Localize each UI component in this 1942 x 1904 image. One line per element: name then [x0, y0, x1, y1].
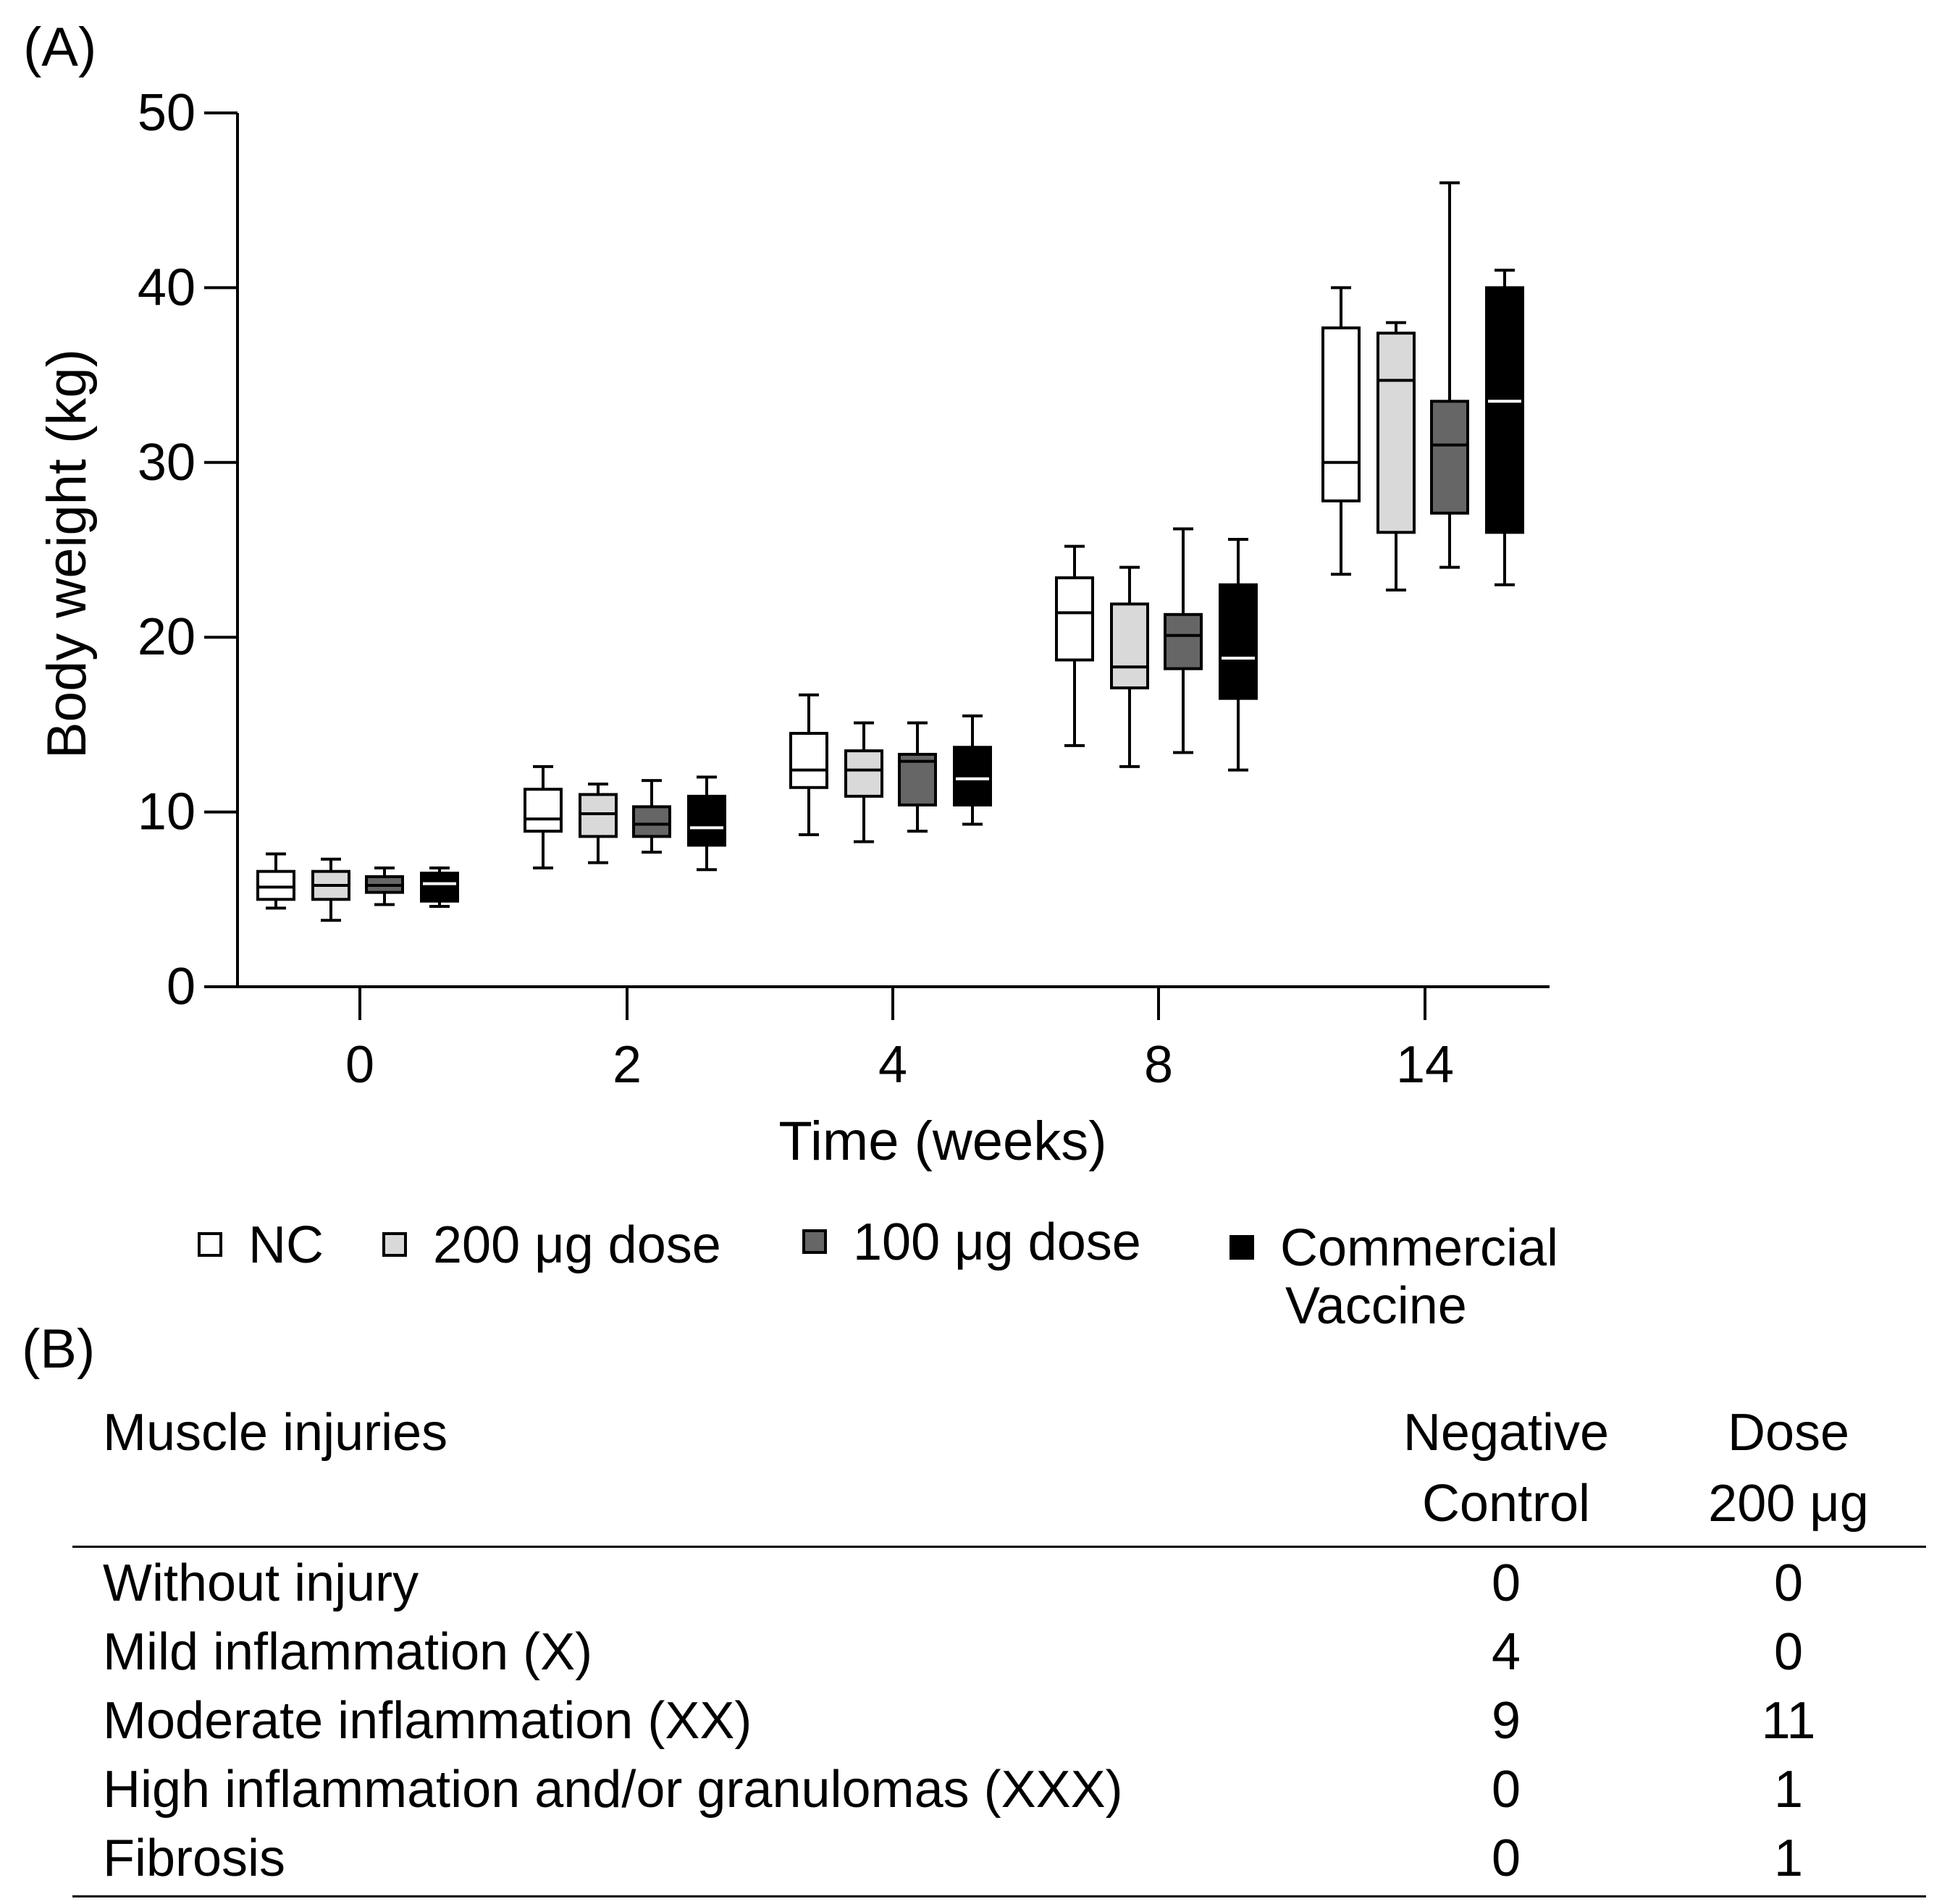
box-iqr [687, 794, 726, 847]
box-iqr [420, 872, 459, 903]
row-label: Moderate inflammation (XX) [103, 1692, 752, 1750]
legend-swatch [802, 1229, 827, 1254]
muscle-injuries-table: Muscle injuries Negative Control Dose 20… [72, 1397, 1926, 1904]
row-negative-control: 0 [1491, 1761, 1521, 1819]
row-label: High inflammation and/or granulomas (XXX… [103, 1761, 1123, 1819]
table-header-negative-control: Negative Control [1347, 1397, 1665, 1539]
row-negative-control: 4 [1491, 1623, 1521, 1681]
y-tick-label: 30 [138, 434, 196, 492]
box-plot-chart: 0 10 20 30 40 50 0 2 4 8 14 Time (weeks) Body weight… [36, 84, 1558, 1335]
box-iqr [898, 752, 937, 806]
panel-a-label: (A) [23, 17, 97, 78]
header-dose-line1: Dose [1727, 1404, 1850, 1462]
box-iqr [632, 805, 671, 838]
box-iqr [1321, 326, 1361, 502]
table-header-dose: Dose 200 μg [1665, 1397, 1912, 1539]
row-negative-control: 9 [1491, 1692, 1521, 1750]
table-header-rule [72, 1546, 1926, 1548]
legend-label-line1: Commercial [1280, 1219, 1558, 1277]
legend-label: 100 μg dose [853, 1213, 1141, 1271]
y-tick-label: 20 [138, 608, 196, 666]
box-3-1 [687, 775, 726, 872]
table-row: Fibrosis 0 1 [72, 1824, 1926, 1893]
x-tick-label: 0 [345, 1036, 374, 1094]
legend-swatch [1229, 1235, 1254, 1260]
box-0-3 [1055, 544, 1094, 747]
row-negative-control: 0 [1491, 1554, 1521, 1612]
box-2-0 [365, 866, 404, 906]
table-row: High inflammation and/or granulomas (XXX… [72, 1756, 1926, 1824]
chart-axes: 0 10 20 30 40 50 0 2 4 8 14 Time (weeks) Body weight… [36, 84, 1550, 1172]
box-iqr [1376, 332, 1416, 534]
box-1-0 [311, 857, 350, 922]
x-tick-label: 4 [878, 1036, 907, 1094]
box-3-2 [953, 714, 992, 826]
header-dose-line2: 200 μg [1708, 1475, 1869, 1533]
chart-legend: NC 200 μg dose 100 μg dose CommercialVaccin… [198, 1213, 1558, 1335]
box-iqr [1164, 612, 1203, 670]
box-iqr [953, 746, 992, 806]
box-3-4 [1485, 269, 1524, 586]
box-iqr [256, 869, 295, 901]
table-header-injury: Muscle injuries [103, 1404, 448, 1462]
panel-b-label: (B) [22, 1318, 96, 1380]
box-2-3 [1164, 527, 1203, 754]
box-1-1 [579, 782, 618, 864]
box-iqr [579, 793, 618, 838]
header-negative-line1: Negative [1403, 1404, 1610, 1462]
box-iqr [524, 788, 563, 833]
row-label: Without injury [103, 1554, 419, 1612]
row-dose: 1 [1773, 1829, 1804, 1887]
box-1-2 [844, 721, 883, 843]
box-3-3 [1219, 538, 1258, 772]
box-1-3 [1110, 565, 1149, 768]
box-0-2 [789, 693, 828, 836]
box-iqr [789, 731, 828, 789]
box-iqr [1485, 286, 1524, 534]
box-iqr [1110, 602, 1149, 690]
y-axis-title: Body weight (kg) [36, 349, 98, 759]
row-label: Mild inflammation (X) [103, 1623, 593, 1681]
x-tick-label: 8 [1144, 1036, 1173, 1094]
box-2-1 [632, 779, 671, 854]
box-iqr [844, 749, 883, 798]
row-negative-control: 0 [1491, 1829, 1521, 1887]
box-iqr [1430, 400, 1469, 515]
y-tick-label: 10 [138, 783, 196, 841]
box-1-4 [1376, 321, 1416, 592]
legend-swatch [382, 1232, 407, 1257]
legend-label: NC [248, 1216, 324, 1274]
table-bottom-rule [72, 1895, 1926, 1897]
y-tick-label: 0 [167, 958, 196, 1016]
legend-label: 200 μg dose [433, 1216, 721, 1274]
box-0-4 [1321, 286, 1361, 576]
x-tick-label: 14 [1396, 1036, 1454, 1094]
row-dose: 0 [1773, 1623, 1804, 1681]
box-2-2 [898, 721, 937, 833]
box-0-1 [524, 764, 563, 869]
box-iqr [1055, 576, 1094, 662]
header-negative-line2: Control [1421, 1475, 1591, 1533]
box-iqr [1219, 583, 1258, 700]
chart-boxes [256, 181, 1524, 922]
y-tick-label: 50 [138, 84, 196, 142]
y-tick-label: 40 [138, 258, 196, 316]
table-row: Without injury 0 0 [72, 1549, 1926, 1618]
legend-label-line2: Vaccine [1285, 1277, 1467, 1335]
x-tick-label: 2 [613, 1036, 642, 1094]
row-dose: 11 [1761, 1692, 1816, 1750]
row-label: Fibrosis [103, 1829, 286, 1887]
box-0-0 [256, 852, 295, 910]
row-dose: 0 [1773, 1554, 1804, 1612]
x-axis-title: Time (weeks) [778, 1111, 1106, 1172]
table-row: Moderate inflammation (XX) 9 11 [72, 1687, 1926, 1756]
box-3-0 [420, 866, 459, 908]
box-2-4 [1430, 181, 1469, 569]
legend-swatch [198, 1232, 222, 1257]
row-dose: 1 [1773, 1761, 1804, 1819]
table-row: Mild inflammation (X) 4 0 [72, 1618, 1926, 1687]
